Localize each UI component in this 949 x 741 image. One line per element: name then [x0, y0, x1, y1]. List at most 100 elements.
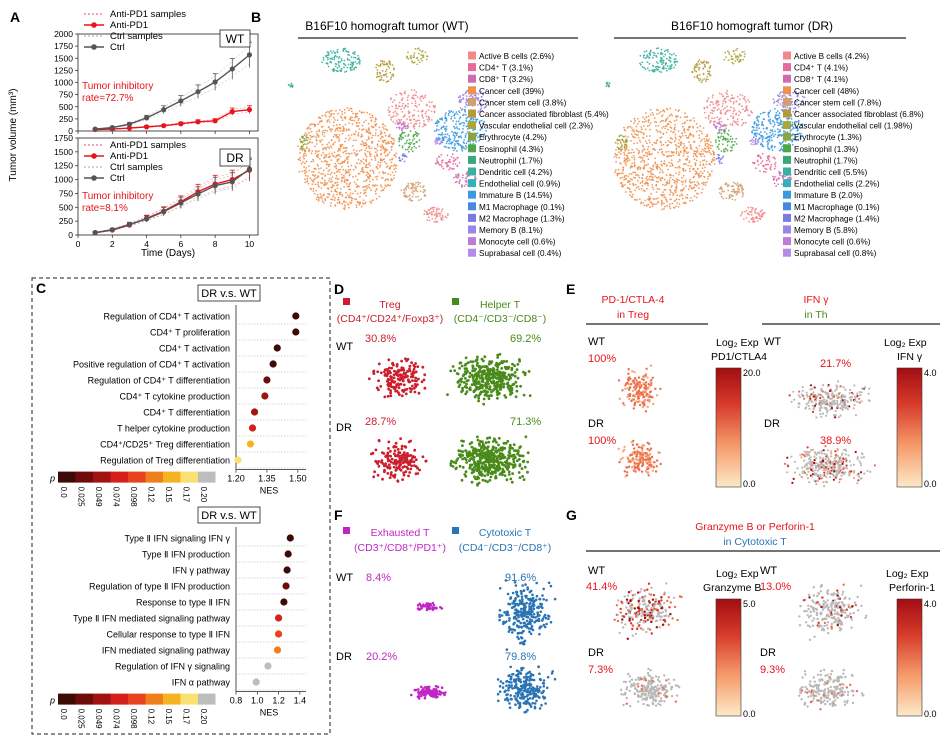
tsne-cell — [415, 186, 417, 189]
tsne-cell — [673, 181, 676, 184]
y-tick-label: 1750 — [54, 133, 73, 143]
tsne-cell — [460, 122, 463, 125]
legend-swatch — [783, 74, 791, 83]
tsne-cell — [678, 135, 681, 138]
tsne-cell — [675, 172, 677, 175]
tsne-cell — [654, 161, 657, 164]
tsne-cell — [415, 91, 418, 94]
tsne-cell — [358, 121, 361, 124]
tsne-cell — [656, 167, 658, 170]
treg-cell — [394, 389, 397, 393]
tsne-cell — [700, 138, 703, 141]
dotplot-dot — [283, 566, 291, 574]
tsne-cell — [438, 212, 441, 215]
tsne-cell — [457, 139, 460, 142]
tsne-cell — [647, 198, 649, 201]
tsne-cell — [744, 109, 747, 112]
tsne-cell — [455, 134, 458, 137]
tsne-cell — [421, 115, 424, 118]
tsne-cell — [735, 122, 738, 125]
tsne-cell — [758, 133, 761, 136]
tsne-cell — [634, 183, 637, 186]
tsne-legend-wt: Active B cells (2.6%)CD4⁺ T (3.1%)CD8⁺ T… — [468, 51, 609, 258]
tsne-cell — [342, 168, 345, 171]
tsne-cell — [359, 191, 362, 194]
tsne-cell — [668, 179, 671, 182]
tsne-cell — [673, 179, 676, 182]
tsne-cell — [376, 153, 378, 156]
tsne-cell — [424, 112, 427, 115]
tsne-cell — [339, 168, 342, 171]
tsne-cell — [621, 148, 624, 151]
tsne-cell — [637, 130, 640, 133]
tsne-cell — [355, 183, 357, 186]
tsne-cell — [320, 119, 323, 122]
tsne-cell — [635, 174, 637, 177]
tsne-cell — [330, 202, 332, 205]
tsne-cell — [357, 57, 360, 60]
tsne-cell — [334, 65, 337, 68]
tsne-cell — [350, 199, 353, 202]
tsne-cell — [342, 125, 345, 128]
tsne-cell — [701, 167, 704, 170]
tsne-cell — [382, 63, 385, 66]
tsne-cell — [717, 148, 720, 151]
dotplot-dot — [264, 662, 272, 670]
tsne-cell — [656, 197, 659, 200]
tsne-cell — [376, 163, 379, 166]
tsne-cell — [658, 112, 661, 114]
tsne-cell — [375, 175, 377, 178]
legend-swatch — [468, 225, 476, 234]
tsne-cell — [666, 108, 669, 111]
tsne-cell — [665, 131, 668, 134]
tsne-cell — [347, 165, 350, 168]
tsne-cell — [303, 166, 305, 169]
tsne-cell — [341, 195, 344, 198]
tsne-cell — [672, 192, 674, 195]
tsne-cell — [412, 118, 415, 121]
tsne-cell — [409, 197, 411, 200]
tsne-cell — [707, 171, 709, 174]
tsne-cell — [437, 155, 440, 158]
tsne-cell — [619, 148, 622, 150]
tsne-cell — [726, 132, 729, 135]
tsne-cell — [676, 202, 678, 204]
panel-b: B16F10 homograft tumor (WT) B16F10 homog… — [287, 19, 924, 258]
helper-cell — [500, 378, 504, 382]
tsne-cell — [638, 120, 641, 123]
tsne-cell — [437, 162, 440, 165]
tsne-cell — [327, 165, 330, 168]
tsne-cell — [409, 143, 411, 146]
tsne-cell — [450, 167, 453, 170]
tsne-cell — [769, 118, 772, 121]
tsne-cell — [793, 123, 796, 126]
tsne-cell — [310, 188, 313, 191]
tsne-cell — [460, 148, 463, 151]
tsne-cell — [678, 152, 680, 155]
legend-entry: Cancer associated fibroblast (5.4%) — [479, 110, 609, 119]
tsne-cell — [406, 99, 409, 101]
tsne-cell — [350, 134, 353, 136]
tsne-cell — [441, 138, 444, 140]
tsne-cell — [472, 129, 474, 132]
tsne-cell — [403, 107, 405, 110]
tsne-cell — [314, 167, 316, 170]
tsne-cell — [729, 135, 732, 138]
tsne-cell — [670, 155, 673, 157]
tsne-cell — [638, 139, 641, 142]
tsne-cell — [343, 130, 345, 133]
tsne-cell — [366, 175, 369, 178]
tsne-cell — [669, 174, 671, 177]
tsne-cell — [608, 82, 611, 85]
colorbar-cell — [75, 471, 93, 483]
tsne-cell — [640, 187, 643, 190]
tsne-cell — [688, 185, 691, 188]
tsne-cell — [792, 126, 795, 129]
tsne-cell — [376, 75, 379, 78]
tsne-cell — [404, 148, 407, 151]
tsne-cell — [709, 121, 711, 124]
tsne-cell — [744, 121, 747, 124]
tsne-cell — [452, 134, 455, 137]
tsne-cell — [694, 164, 697, 167]
tsne-cell — [759, 155, 761, 158]
